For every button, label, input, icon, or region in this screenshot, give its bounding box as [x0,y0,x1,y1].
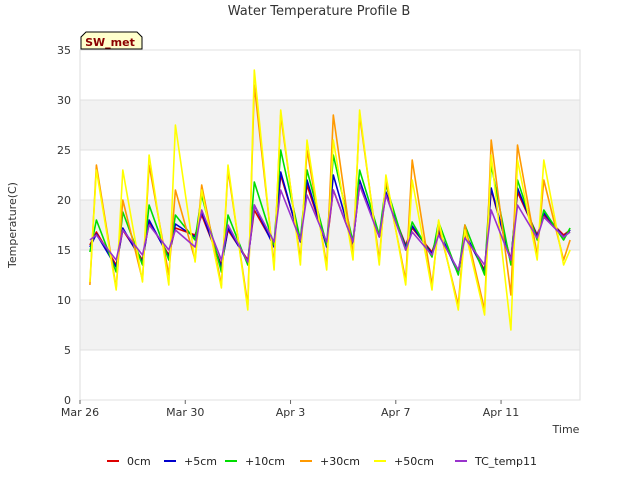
grid-bands [79,49,581,401]
x-axis-label: Time [552,423,580,436]
x-tick-label: Mar 30 [166,406,204,419]
x-tick-label: Mar 26 [61,406,99,419]
y-tick-label: 25 [57,144,71,157]
y-tick-label: 20 [57,194,71,207]
x-tick-label: Apr 11 [483,406,520,419]
grid-band [80,250,580,300]
chart-title: Water Temperature Profile B [228,4,411,19]
y-tick-label: 15 [57,244,71,257]
series-line-tctemp11 [89,184,571,271]
y-axis-label: Temperature(C) [6,182,19,269]
badge-shape [80,31,143,50]
series-line-50cm [89,69,571,331]
legend-label: 0cm [127,455,151,468]
legend-label: +10cm [245,455,285,468]
y-tick-label: 5 [64,344,71,357]
legend-label: +50cm [394,455,434,468]
x-tick-label: Apr 3 [276,406,306,419]
y-axis-ticks: 0 5 10 15 20 25 30 35 [57,44,580,407]
x-tick-label: Apr 7 [381,406,411,419]
y-tick-label: 30 [57,94,71,107]
y-tick-label: 0 [64,394,71,407]
badge-label: SW_met [85,36,135,49]
legend: 0cm +5cm +10cm +30cm +50cm TC_temp11 [107,455,537,468]
grid-band [80,350,580,400]
grid-band [80,100,580,150]
legend-label: +30cm [320,455,360,468]
legend-label: TC_temp11 [474,455,537,468]
grid-band [80,300,580,350]
y-tick-label: 10 [57,294,71,307]
grid-band [80,50,580,100]
x-axis-ticks: Mar 26 Mar 30 Apr 3 Apr 7 Apr 11 [61,400,519,419]
sw-met-badge: SW_met [80,31,143,50]
y-tick-label: 35 [57,44,71,57]
series-lines [89,69,571,331]
legend-label: +5cm [184,455,217,468]
